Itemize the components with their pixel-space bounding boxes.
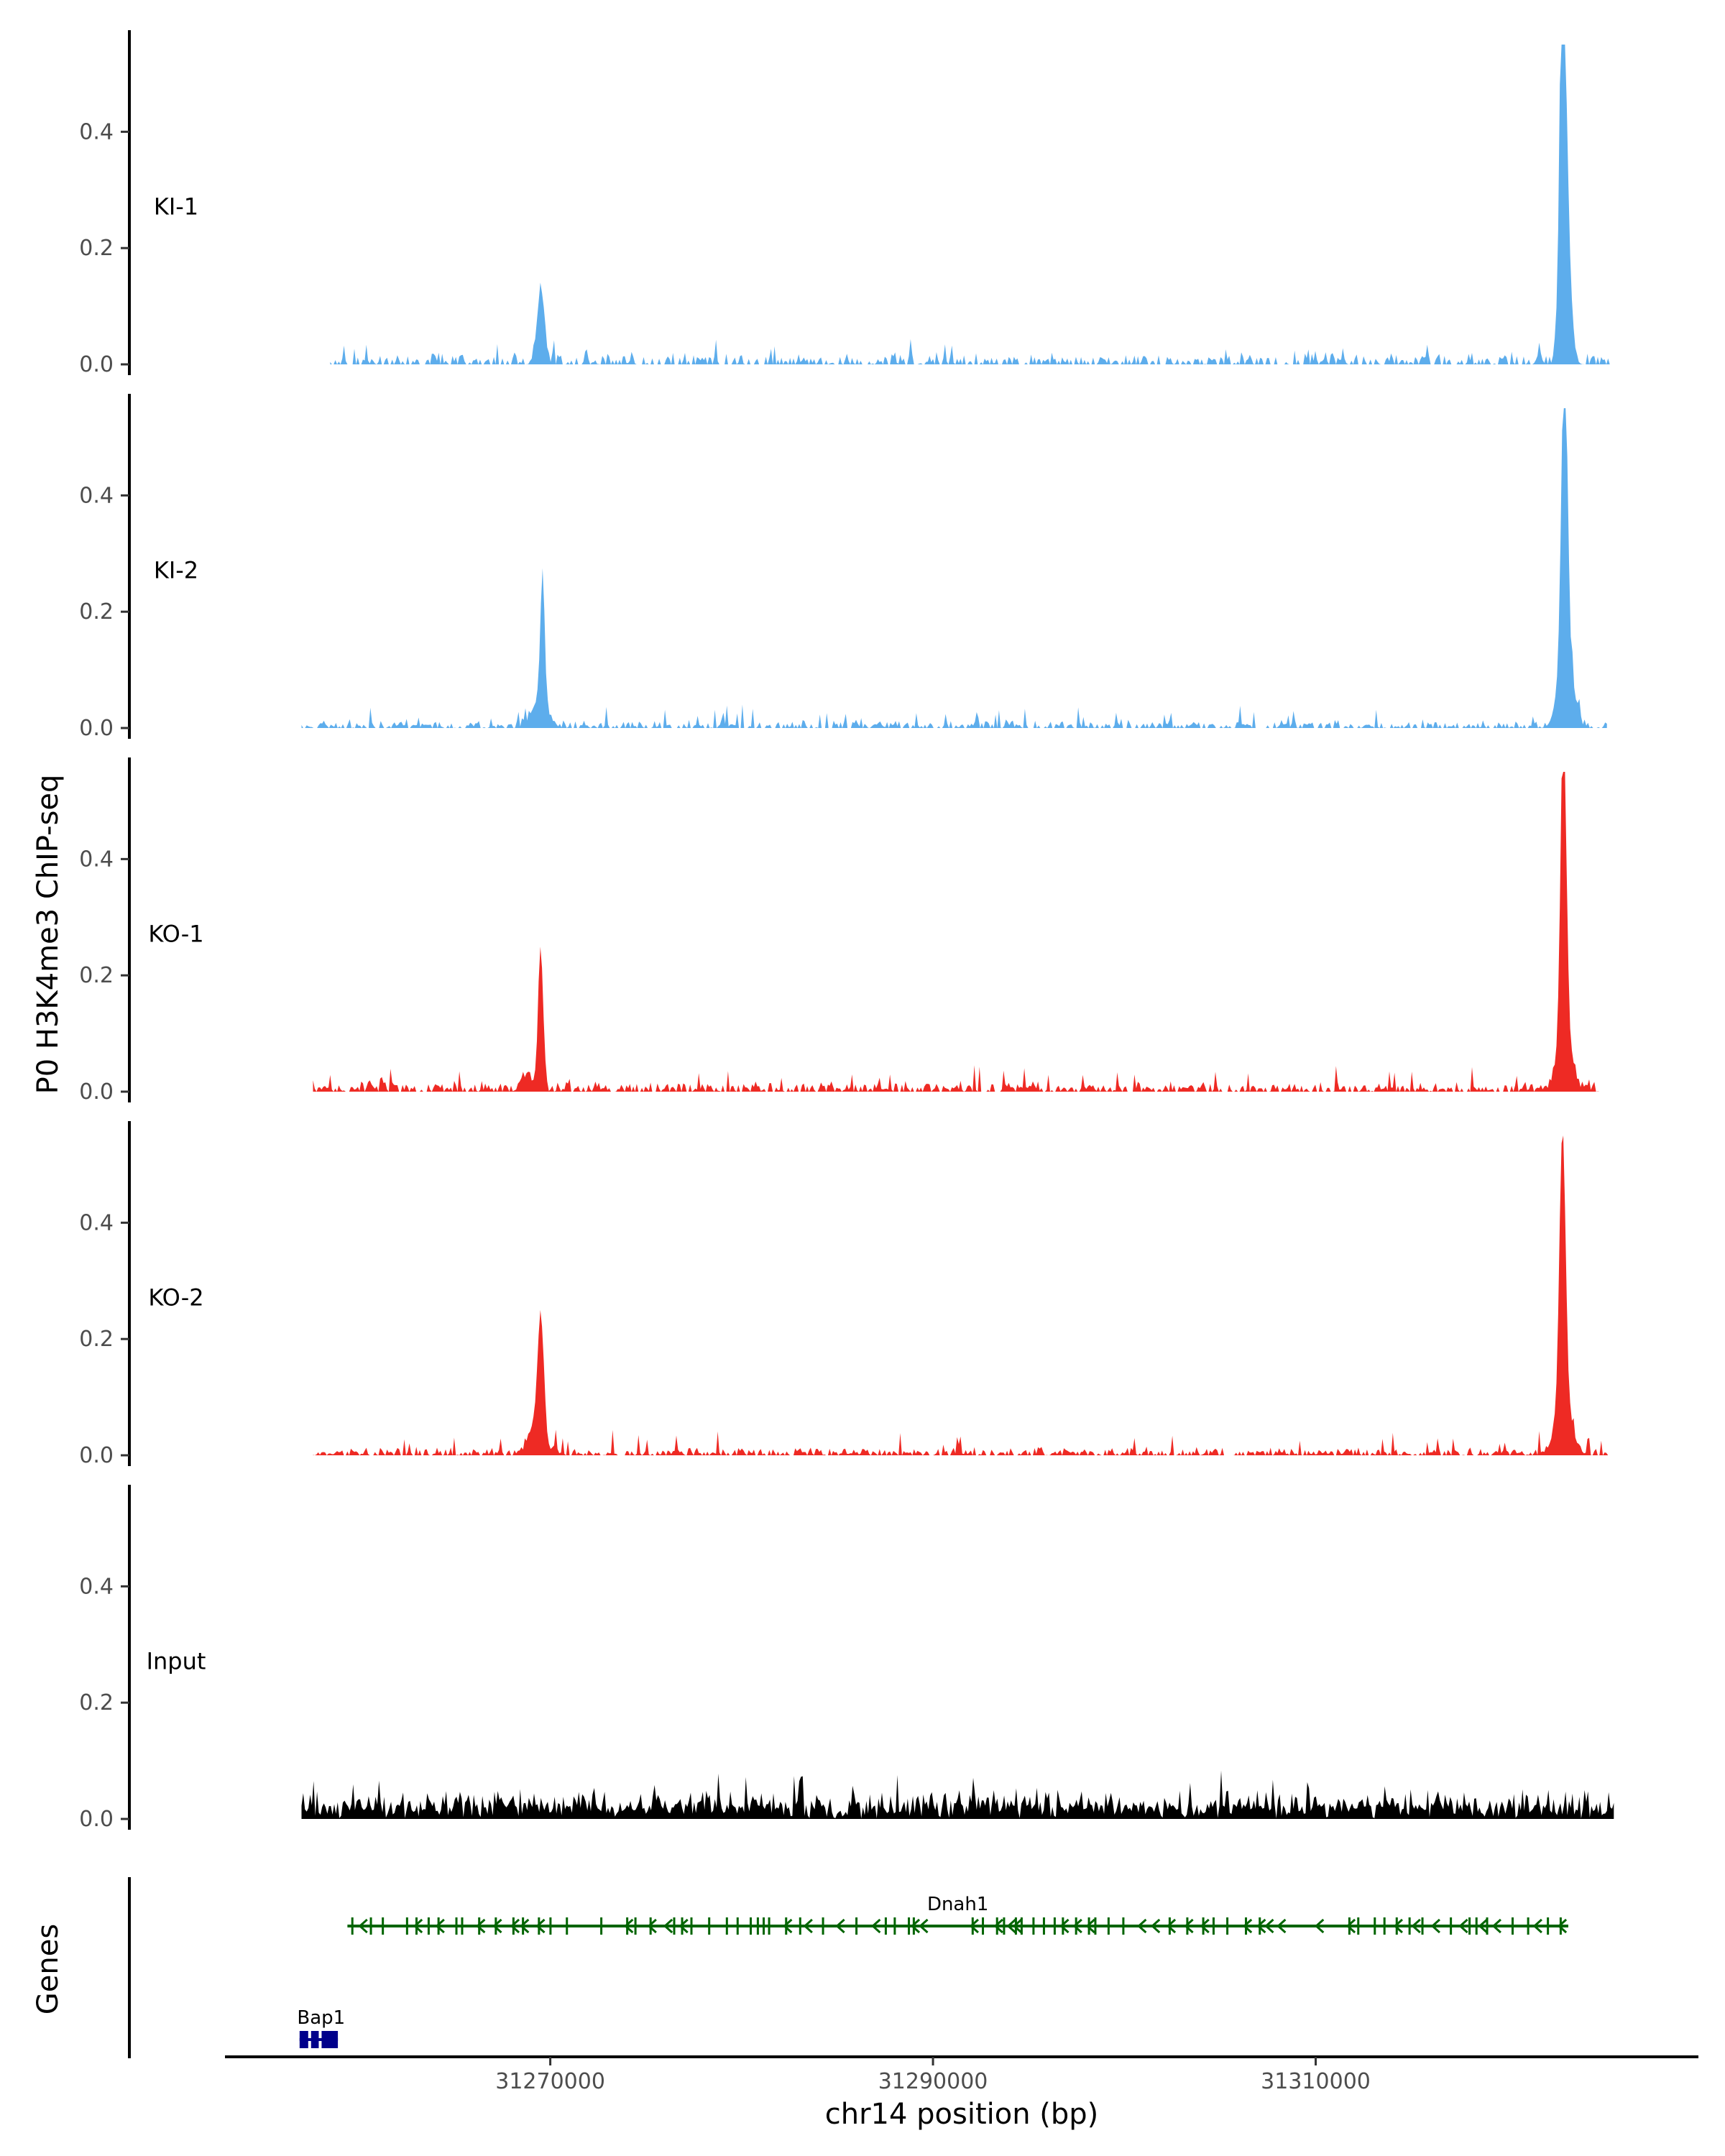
x-axis: 31270000 31290000 31310000	[225, 2055, 1698, 2094]
gene-dnah1: Dnah1	[347, 1894, 1568, 1935]
genes-panel-label: Genes	[32, 1924, 65, 2014]
y-tick-label: 0.4	[79, 1210, 114, 1235]
tracks-layer: 0.00.20.4KI-10.00.20.4KI-20.00.20.4KO-10…	[79, 30, 1614, 1832]
signal-area-ko-1	[313, 772, 1600, 1092]
y-tick-label: 0.0	[79, 716, 114, 741]
y-tick-label: 0.0	[79, 1807, 114, 1832]
signal-area-ki-2	[301, 408, 1607, 728]
gene-label: Bap1	[297, 2007, 345, 2029]
track-label: KO-2	[148, 1284, 203, 1312]
y-tick-label: 0.2	[79, 1690, 114, 1715]
signal-area-ko-2	[313, 1135, 1609, 1455]
y-tick-label: 0.2	[79, 236, 114, 261]
x-tick-label: 31270000	[495, 2069, 605, 2094]
y-tick-label: 0.0	[79, 1443, 114, 1468]
y-tick-label: 0.2	[79, 1327, 114, 1352]
y-tick-label: 0.4	[79, 847, 114, 872]
y-tick-label: 0.0	[79, 1079, 114, 1105]
y-tick-label: 0.0	[79, 352, 114, 377]
genes-panel: Dnah1 Bap1	[128, 1877, 1568, 2058]
track-label: KI-2	[154, 557, 198, 584]
track-label: Input	[147, 1648, 206, 1675]
y-tick-label: 0.4	[79, 1574, 114, 1599]
track-panel-input: 0.0 0.2 0.4 Input	[79, 1485, 1614, 1832]
y-tick-label: 0.2	[79, 599, 114, 625]
signal-area-input	[301, 1770, 1614, 1819]
y-tick-label: 0.4	[79, 119, 114, 144]
x-axis-label: chr14 position (bp)	[825, 2098, 1099, 2131]
y-tick-label: 0.4	[79, 483, 114, 508]
gene-label: Dnah1	[927, 1894, 988, 1915]
track-label: KI-1	[154, 193, 198, 221]
x-tick-label: 31310000	[1261, 2069, 1371, 2094]
y-axis-label: P0 H3K4me3 ChIP-seq	[32, 775, 65, 1095]
signal-area-ki-1	[330, 45, 1612, 364]
track-panel-ko-1: 0.0 0.2 0.4 KO-1	[79, 757, 1600, 1105]
track-panel-ki-1: 0.0 0.2 0.4 KI-1	[79, 30, 1612, 377]
x-tick-label: 31290000	[878, 2069, 988, 2094]
track-panel-ki-2: 0.0 0.2 0.4 KI-2	[79, 394, 1607, 741]
y-tick-label: 0.2	[79, 963, 114, 988]
track-label: KO-1	[148, 921, 203, 948]
gene-bap1: Bap1	[297, 2007, 345, 2048]
track-panel-ko-2: 0.0 0.2 0.4 KO-2	[79, 1121, 1609, 1468]
